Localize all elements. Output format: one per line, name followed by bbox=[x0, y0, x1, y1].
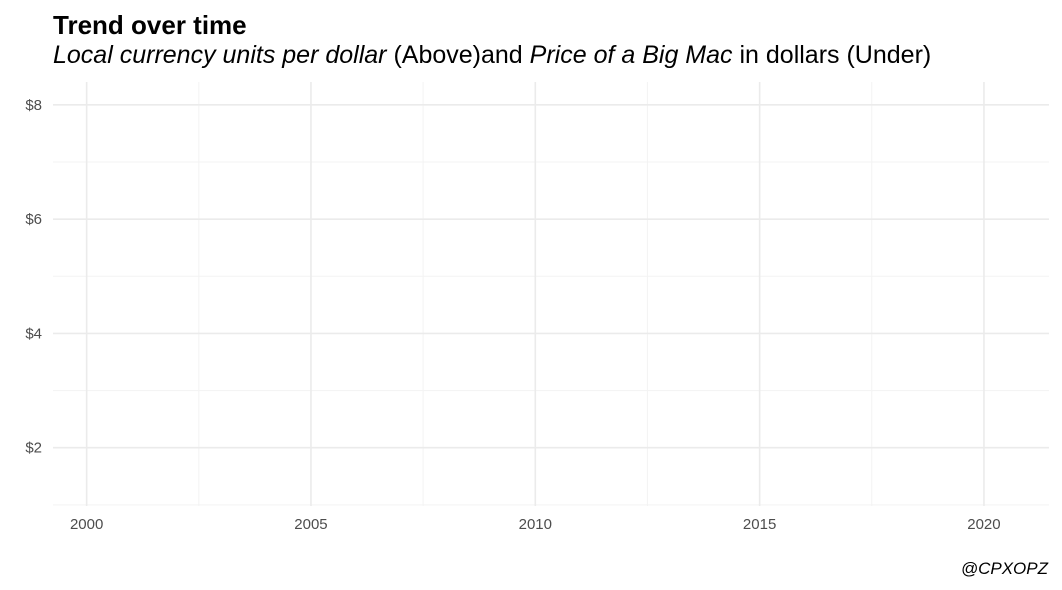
chart-caption: @CPXOPZ bbox=[960, 559, 1048, 578]
subtitle-big-mac-price: Price of a Big Mac bbox=[529, 41, 733, 69]
x-tick-label: 2010 bbox=[519, 516, 552, 533]
y-axis-tick-labels: $2 $4 $6 $8 bbox=[25, 97, 42, 457]
chart-title: Trend over time bbox=[53, 10, 247, 40]
subtitle-currency-units: Local currency units per dollar bbox=[53, 41, 387, 69]
major-gridlines bbox=[53, 82, 1049, 506]
subtitle-and: and bbox=[481, 41, 523, 69]
minor-gridlines bbox=[53, 82, 1049, 506]
subtitle-under: in dollars (Under) bbox=[739, 41, 932, 69]
x-tick-label: 2020 bbox=[967, 516, 1000, 533]
y-tick-label: $8 bbox=[25, 97, 42, 114]
y-tick-label: $4 bbox=[25, 325, 42, 342]
x-tick-label: 2005 bbox=[294, 516, 327, 533]
y-tick-label: $6 bbox=[25, 211, 42, 228]
y-tick-label: $2 bbox=[25, 440, 42, 457]
chart-subtitle: Local currency units per dollar (Above)a… bbox=[53, 40, 931, 70]
x-tick-label: 2000 bbox=[70, 516, 103, 533]
subtitle-above: (Above) bbox=[393, 41, 481, 69]
x-tick-label: 2015 bbox=[743, 516, 776, 533]
x-axis-tick-labels: 2000 2005 2010 2015 2020 bbox=[70, 516, 1001, 533]
